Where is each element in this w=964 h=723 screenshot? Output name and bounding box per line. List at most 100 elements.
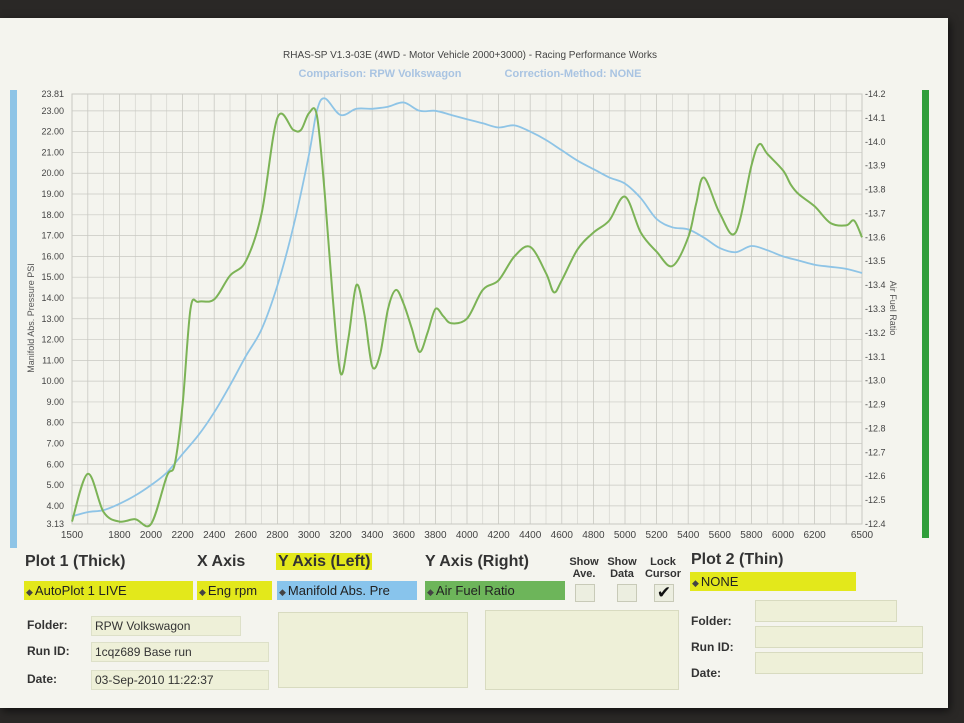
lock-cursor-checkbox[interactable]: ✔	[654, 584, 674, 602]
left-tick-label: 22.00	[41, 127, 64, 137]
yleft-select[interactable]: ◆ Manifold Abs. Pre	[277, 581, 417, 600]
show-data-label-1: Show	[607, 556, 637, 568]
left-tick-label: 10.00	[41, 376, 64, 386]
left-tick-label: 23.81	[41, 89, 64, 99]
updown-arrow-icon: ◆	[427, 587, 434, 597]
left-tick-labels: 3.13 4.00 5.00 6.00 7.00 8.00 9.00 10.00 11.00 12…	[41, 89, 64, 529]
show-data-label: Show Data	[604, 556, 640, 580]
left-tick-label: 15.00	[41, 272, 64, 282]
xaxis-header: X Axis	[197, 553, 246, 570]
right-tick-label: -12.6	[865, 471, 886, 481]
x-tick-label: 2800	[266, 530, 289, 541]
x-tick-label: 4600	[551, 530, 574, 541]
folder-value: RPW Volkswagon	[91, 616, 241, 636]
x-tick-label: 3800	[424, 530, 447, 541]
left-tick-label: 12.00	[41, 335, 64, 345]
yright-header: Y Axis (Right)	[425, 553, 530, 570]
x-tick-label: 3000	[298, 530, 321, 541]
left-tick-label: 20.00	[41, 168, 64, 178]
x-tick-label: 2000	[140, 530, 163, 541]
left-axis-label: Manifold Abs. Pressure PSI	[26, 263, 36, 373]
show-ave-label-1: Show	[569, 556, 599, 568]
x-tick-label: 4200	[487, 530, 510, 541]
plot1-header: Plot 1 (Thick)	[25, 553, 126, 570]
updown-arrow-icon: ◆	[26, 587, 33, 597]
right-tick-label: -13.6	[865, 232, 886, 242]
right-axis-color-bar	[922, 90, 929, 538]
xaxis-select[interactable]: ◆ Eng rpm	[197, 581, 272, 600]
chart-title: RHAS-SP V1.3-03E (4WD - Motor Vehicle 20…	[283, 50, 657, 61]
left-tick-label: 16.00	[41, 251, 64, 261]
x-tick-label: 5800	[740, 530, 763, 541]
right-tick-label: -13.3	[865, 304, 886, 314]
plot2-date-label: Date:	[691, 666, 722, 680]
updown-arrow-icon: ◆	[199, 587, 206, 597]
x-tick-label: 4800	[582, 530, 605, 541]
date-label: Date:	[27, 672, 58, 686]
show-ave-checkbox[interactable]	[575, 584, 595, 602]
plot2-select[interactable]: ◆ NONE	[690, 572, 856, 591]
left-tick-label: 18.00	[41, 210, 64, 220]
left-tick-label: 4.00	[46, 501, 64, 511]
left-tick-label: 13.00	[41, 314, 64, 324]
yleft-header-text: Y Axis (Left)	[276, 553, 373, 570]
plot2-runid-label: Run ID:	[691, 640, 734, 654]
folder-label: Folder:	[27, 618, 68, 632]
right-axis-label: Air Fuel Ratio	[888, 281, 898, 336]
left-tick-label: 11.00	[42, 355, 64, 365]
yleft-header: Y Axis (Left)	[276, 553, 373, 571]
xaxis-value: Eng rpm	[207, 583, 258, 598]
yright-select[interactable]: ◆ Air Fuel Ratio	[425, 581, 565, 600]
left-tick-label: 23.00	[41, 106, 64, 116]
x-tick-label: 4400	[519, 530, 542, 541]
plot1-select[interactable]: ◆ AutoPlot 1 LIVE	[24, 581, 193, 600]
check-icon: ✔	[656, 583, 672, 602]
x-tick-labels: 1500 1800 2000 2200 2400 2600 2800 3000 3200 3400…	[61, 530, 874, 541]
show-ave-label-2: Ave.	[572, 568, 596, 580]
right-tick-label: -13.7	[865, 208, 886, 218]
show-data-checkbox[interactable]	[617, 584, 637, 602]
left-tick-label: 7.00	[46, 439, 64, 449]
x-tick-label: 2400	[203, 530, 226, 541]
right-tick-label: -13.1	[865, 352, 886, 362]
left-axis-color-bar	[10, 90, 17, 548]
notes-box-1	[278, 612, 468, 688]
plot2-date-value	[755, 652, 923, 674]
x-tick-label: 1500	[61, 530, 84, 541]
left-tick-label: 5.00	[46, 480, 64, 490]
show-data-label-2: Data	[610, 568, 634, 580]
comparison-label: Comparison: RPW Volkswagon	[299, 68, 462, 80]
x-tick-label: 2600	[235, 530, 258, 541]
left-tick-label: 19.00	[41, 189, 64, 199]
x-tick-label: 5200	[645, 530, 668, 541]
chart-grid	[71, 93, 863, 525]
series-manifold-pressure	[71, 97, 863, 518]
plot2-folder-value	[755, 600, 897, 622]
left-tick-label: 14.00	[41, 293, 64, 303]
yright-value: Air Fuel Ratio	[435, 583, 515, 598]
updown-arrow-icon: ◆	[692, 578, 699, 588]
right-tick-label: -13.4	[865, 280, 886, 290]
plot1-value: AutoPlot 1 LIVE	[34, 583, 127, 598]
updown-arrow-icon: ◆	[279, 587, 286, 597]
left-tick-label: 9.00	[46, 397, 64, 407]
right-tick-label: -13.0	[865, 376, 886, 386]
plot2-runid-value	[755, 626, 923, 648]
x-tick-label: 5400	[677, 530, 700, 541]
x-tick-label: 5000	[614, 530, 637, 541]
x-tick-label: 6000	[772, 530, 795, 541]
plot2-value: NONE	[700, 574, 739, 589]
right-tick-label: -12.4	[865, 519, 886, 529]
x-tick-label: 6500	[851, 530, 874, 541]
lock-cursor-label: Lock Cursor	[640, 556, 686, 580]
left-tick-label: 21.00	[41, 147, 64, 157]
x-tick-label: 3200	[329, 530, 352, 541]
date-value: 03-Sep-2010 11:22:37	[91, 670, 269, 690]
runid-value: 1cqz689 Base run	[91, 642, 269, 662]
left-tick-label: 3.13	[46, 519, 64, 529]
x-tick-label: 4000	[456, 530, 479, 541]
right-tick-label: -14.0	[865, 137, 886, 147]
notes-box-2	[485, 610, 679, 690]
dyno-chart: RHAS-SP V1.3-03E (4WD - Motor Vehicle 20…	[10, 50, 929, 548]
right-tick-label: -12.7	[865, 447, 886, 457]
